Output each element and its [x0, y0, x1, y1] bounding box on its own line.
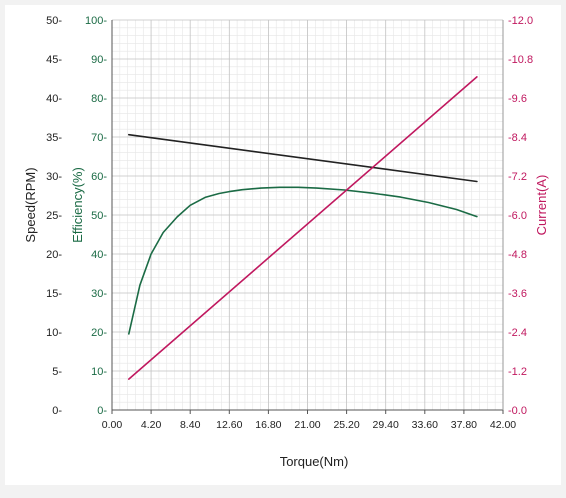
efficiency-tick-label: 60-: [91, 171, 107, 183]
speed-tick-label: 15-: [46, 288, 62, 300]
current-tick-label: -8.4: [508, 132, 527, 144]
x-tick-label: 29.40: [373, 419, 399, 431]
current-tick-label: -9.6: [508, 93, 527, 105]
current-series-line: [128, 76, 478, 380]
series-lines: [128, 76, 478, 380]
current-tick-label: -4.8: [508, 249, 527, 261]
efficiency-tick-label: 30-: [91, 288, 107, 300]
efficiency-tick-label: 20-: [91, 327, 107, 339]
x-tick-label: 33.60: [412, 419, 438, 431]
efficiency-tick-label: 100-: [85, 15, 107, 27]
speed-tick-label: 25-: [46, 210, 62, 222]
current-tick-label: -7.2: [508, 171, 527, 183]
x-axis-title: Torque(Nm): [280, 454, 349, 469]
speed-axis-title: Speed(RPM): [23, 167, 38, 242]
current-tick-label: -3.6: [508, 288, 527, 300]
x-tick-label: 42.00: [490, 419, 516, 431]
current-tick-label: -6.0: [508, 210, 527, 222]
speed-tick-label: 30-: [46, 171, 62, 183]
speed-tick-label: 5-: [52, 366, 62, 378]
x-tick-label: 12.60: [216, 419, 242, 431]
speed-tick-label: 45-: [46, 54, 62, 66]
speed-tick-label: 35-: [46, 132, 62, 144]
current-axis-title: Current(A): [534, 175, 549, 236]
x-tick-label: 16.80: [255, 419, 281, 431]
current-tick-label: -2.4: [508, 327, 527, 339]
speed-tick-label: 40-: [46, 93, 62, 105]
x-tick-label: 0.00: [102, 419, 123, 431]
efficiency-tick-label: 0-: [97, 405, 107, 417]
efficiency-tick-label: 10-: [91, 366, 107, 378]
speed-series-line: [128, 133, 478, 183]
speed-tick-label: 50-: [46, 15, 62, 27]
tick-labels: 0.00 4.20 8.40 12.60 16.80 21.00 25.20 29.40 33.…: [46, 15, 533, 431]
speed-tick-label: 0-: [52, 405, 62, 417]
x-tick-label: 25.20: [333, 419, 359, 431]
x-tick-label: 21.00: [294, 419, 320, 431]
efficiency-axis-title: Efficiency(%): [70, 167, 85, 243]
efficiency-tick-label: 50-: [91, 210, 107, 222]
current-tick-label: -1.2: [508, 366, 527, 378]
efficiency-series-line: [128, 186, 478, 335]
axis-lines: [111, 20, 504, 414]
speed-tick-label: 20-: [46, 249, 62, 261]
efficiency-tick-label: 80-: [91, 93, 107, 105]
x-tick-label: 37.80: [451, 419, 477, 431]
current-tick-label: -10.8: [508, 54, 533, 66]
efficiency-tick-label: 70-: [91, 132, 107, 144]
efficiency-tick-label: 40-: [91, 249, 107, 261]
x-tick-label: 8.40: [180, 419, 201, 431]
current-tick-label: -0.0: [508, 405, 527, 417]
speed-tick-label: 10-: [46, 327, 62, 339]
efficiency-tick-label: 90-: [91, 54, 107, 66]
x-tick-label: 4.20: [141, 419, 162, 431]
current-tick-label: -12.0: [508, 15, 533, 27]
